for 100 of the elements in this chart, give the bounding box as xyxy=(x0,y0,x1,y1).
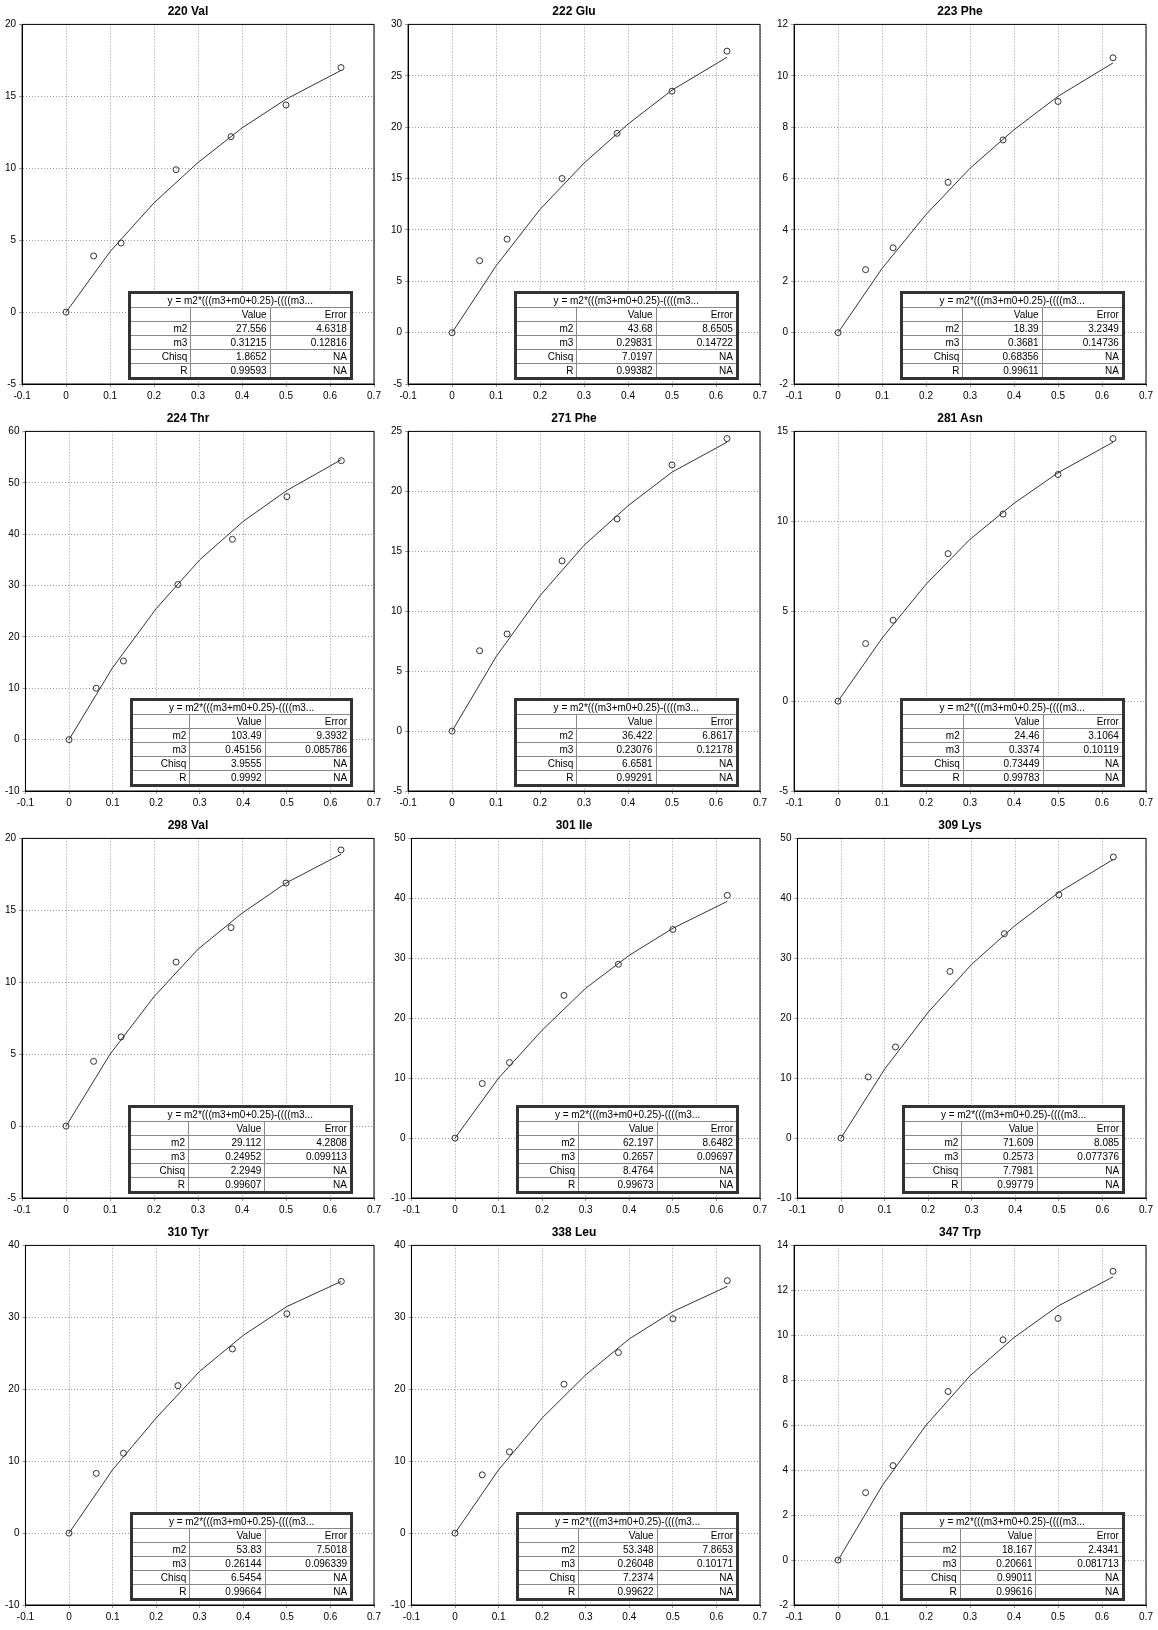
annotation: NA xyxy=(656,349,738,364)
x-tick-label: 0.2 xyxy=(919,389,934,401)
annotation: 0.10119 xyxy=(1043,742,1124,757)
x-tick-label: 0 xyxy=(449,389,456,401)
x-tick-label: -0.1 xyxy=(785,796,804,808)
y-tick-label: 0 xyxy=(396,724,403,736)
annotation: Error xyxy=(657,1528,738,1543)
y-tick-label: -5 xyxy=(7,1191,17,1203)
annotation: 3.1064 xyxy=(1043,728,1124,743)
x-tick-label: 0 xyxy=(66,1610,73,1622)
x-tick-label: 0.6 xyxy=(1095,1610,1110,1622)
x-tick-label: 0.1 xyxy=(489,796,504,808)
y-tick-label: -10 xyxy=(5,1598,20,1610)
annotation: 0.096339 xyxy=(265,1556,352,1571)
y-tick-label: 10 xyxy=(5,161,17,173)
x-tick-label: 0.5 xyxy=(665,1203,681,1215)
annotation: Value xyxy=(189,1528,266,1543)
annotation: y = m2*(((m3+m0+0.25)-((((m3... xyxy=(517,1106,738,1122)
x-tick-label: 0 xyxy=(66,796,73,808)
y-tick-label: 40 xyxy=(394,892,406,904)
x-tick-label: 0.4 xyxy=(236,796,251,808)
annotation: 0.14736 xyxy=(1042,335,1124,350)
annotation: m2 xyxy=(129,321,191,336)
annotation: m2 xyxy=(901,728,964,743)
x-tick-label: 0.6 xyxy=(323,796,338,808)
x-tick-label: 0.2 xyxy=(147,1203,162,1215)
annotation: m3 xyxy=(903,1149,962,1164)
annotation: R xyxy=(129,1177,189,1193)
annotation: 0.9992 xyxy=(189,770,266,786)
x-tick-label: 0.2 xyxy=(921,1203,936,1215)
x-tick-label: 0.5 xyxy=(279,389,294,401)
x-tick-label: 0.2 xyxy=(533,389,548,401)
x-tick-label: 0.7 xyxy=(367,1610,382,1622)
annotation: 0.99593 xyxy=(190,363,271,379)
annotation: Value xyxy=(189,714,266,729)
chart-title: 281 Asn xyxy=(937,410,983,425)
y-tick-label: 30 xyxy=(780,952,792,964)
annotation: NA xyxy=(656,756,738,771)
x-tick-label: 0.2 xyxy=(149,1610,164,1622)
x-tick-label: 0.3 xyxy=(191,1203,206,1215)
x-tick-label: 0.5 xyxy=(1051,1610,1066,1622)
annotation: 0.73449 xyxy=(963,756,1044,771)
y-tick-label: 20 xyxy=(8,630,20,642)
y-tick-label: 0 xyxy=(785,1131,792,1143)
annotation: 0.09697 xyxy=(657,1149,738,1164)
annotation: NA xyxy=(265,1570,352,1585)
x-tick-label: 0 xyxy=(452,1203,459,1215)
annotation: 1.8652 xyxy=(190,349,271,364)
x-tick-label: 0.4 xyxy=(1007,389,1022,401)
annotation: Error xyxy=(1035,1528,1124,1543)
annotation: R xyxy=(515,363,577,379)
annotation: NA xyxy=(656,363,738,379)
annotation: 0.99664 xyxy=(189,1584,266,1600)
x-tick-label: 0.4 xyxy=(622,1610,637,1622)
x-tick-label: 0.3 xyxy=(577,389,592,401)
y-tick-label: 10 xyxy=(8,682,20,694)
x-tick-label: 0 xyxy=(63,389,70,401)
annotation: Chisq xyxy=(517,1163,579,1178)
annotation: 18.39 xyxy=(962,321,1043,336)
annotation: 0.10171 xyxy=(657,1556,738,1571)
y-tick-label: 0 xyxy=(396,326,403,338)
chart-title: 222 Glu xyxy=(552,3,596,18)
annotation: m2 xyxy=(131,728,190,743)
annotation: NA xyxy=(657,1570,738,1585)
annotation: m3 xyxy=(129,335,191,350)
y-tick-label: 6 xyxy=(782,172,789,184)
annotation: y = m2*(((m3+m0+0.25)-((((m3... xyxy=(129,292,352,308)
y-tick-label: 10 xyxy=(394,1454,406,1466)
annotation: 8.6482 xyxy=(657,1135,738,1150)
y-tick-label: 20 xyxy=(5,832,17,844)
x-tick-label: 0.2 xyxy=(149,796,164,808)
x-tick-label: 0.1 xyxy=(875,796,890,808)
annotation: NA xyxy=(1037,1163,1124,1178)
annotation: NA xyxy=(1042,349,1124,364)
annotation: R xyxy=(517,1177,579,1193)
annotation: Error xyxy=(1043,714,1124,729)
annotation: 0.2573 xyxy=(961,1149,1038,1164)
annotation: Value xyxy=(578,1528,658,1543)
annotation: 7.2374 xyxy=(578,1570,658,1585)
chart-title: 271 Phe xyxy=(551,410,597,425)
x-tick-label: -0.1 xyxy=(16,1610,35,1622)
x-tick-label: 0.6 xyxy=(323,1203,338,1215)
annotation: R xyxy=(901,770,964,786)
y-tick-label: 15 xyxy=(5,904,17,916)
annotation: 71.609 xyxy=(961,1135,1038,1150)
x-tick-label: 0.6 xyxy=(1095,796,1110,808)
x-tick-label: 0.1 xyxy=(105,796,120,808)
y-tick-label: 20 xyxy=(8,1382,20,1394)
x-tick-label: 0 xyxy=(452,1610,459,1622)
x-tick-label: 0.2 xyxy=(147,389,162,401)
y-tick-label: 0 xyxy=(13,733,20,745)
y-tick-label: -2 xyxy=(779,377,789,389)
x-tick-label: 0.4 xyxy=(235,389,250,401)
y-tick-label: 15 xyxy=(391,172,403,184)
x-tick-label: -0.1 xyxy=(399,389,418,401)
x-tick-label: 0.2 xyxy=(919,1610,934,1622)
x-tick-label: 0.3 xyxy=(964,1203,980,1215)
annotation: 0.085786 xyxy=(265,742,352,757)
annotation: m3 xyxy=(901,335,963,350)
annotation: Error xyxy=(657,1121,738,1136)
